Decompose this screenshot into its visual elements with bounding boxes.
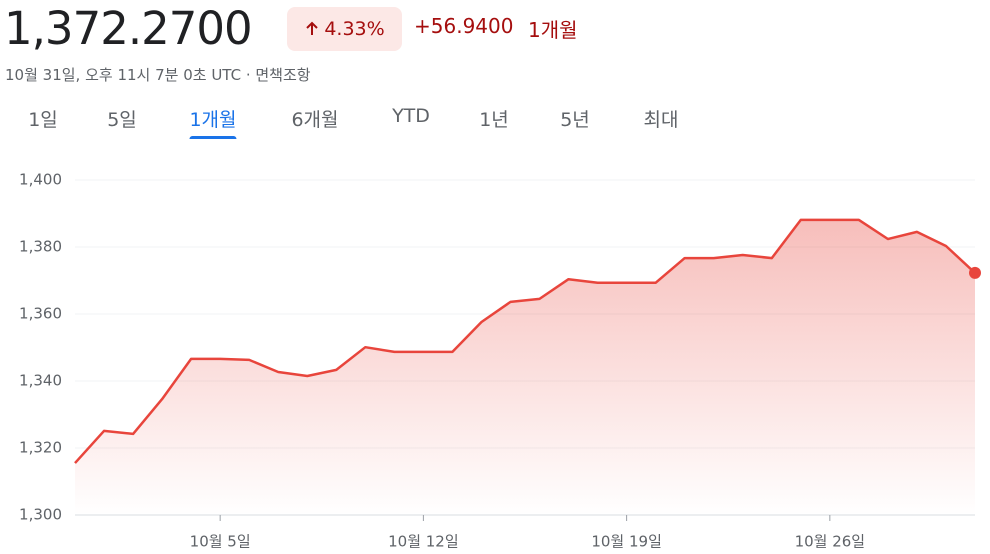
y-tick-label: 1,400	[19, 171, 62, 189]
change: +56.9400	[414, 14, 514, 38]
range-tab[interactable]: 6개월	[291, 109, 339, 131]
up-arrow	[306, 21, 319, 35]
range-tab[interactable]: 1일	[28, 109, 58, 131]
y-tick-label: 1,340	[19, 372, 62, 390]
x-tick-label: 10월 19일	[591, 533, 662, 551]
line	[74, 218, 976, 464]
range-tab[interactable]: 최대	[643, 109, 679, 131]
timestamp: 10월 31일, 오후 11시 7분 0초 UTC · 면책조항	[5, 66, 311, 84]
x-tick-label: 10월 12일	[388, 533, 459, 551]
period: 1개월	[528, 18, 578, 42]
x-tick-label: 10월 26일	[795, 533, 866, 551]
price: 1,372.2700	[4, 2, 253, 55]
change-percent: 4.33%	[324, 18, 385, 40]
range-tab[interactable]: 1년	[479, 109, 509, 131]
y-tick-label: 1,320	[19, 439, 62, 457]
y-tick-label: 1,380	[19, 238, 62, 256]
range-tab[interactable]: 5년	[560, 109, 590, 131]
change-badge: 4.33%	[287, 7, 402, 51]
y-tick-label: 1,360	[19, 305, 62, 323]
last-point	[969, 266, 981, 279]
range-tab[interactable]: 5일	[107, 109, 137, 131]
area	[75, 219, 975, 515]
range-tab[interactable]: YTD	[392, 105, 430, 127]
range-tab[interactable]: 1개월	[189, 105, 236, 139]
y-tick-label: 1,300	[19, 506, 62, 524]
x-tick-label: 10월 5일	[190, 533, 251, 551]
